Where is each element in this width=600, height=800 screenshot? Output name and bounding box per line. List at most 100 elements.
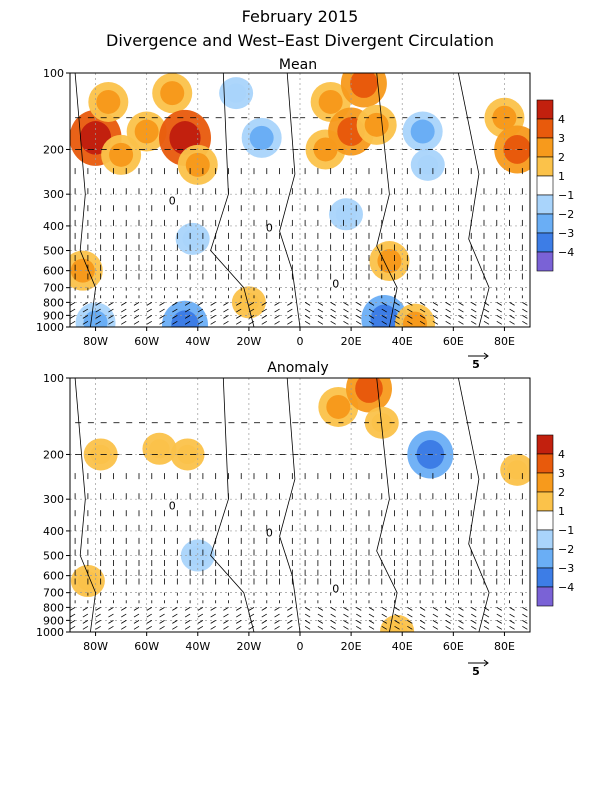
circulation-vector: [317, 620, 324, 624]
colorbar: 4 3 2 1 −1 −2 −3 −4: [536, 434, 574, 607]
circulation-vector: [432, 625, 439, 630]
figure-subtitle: Divergence and West–East Divergent Circu…: [106, 31, 494, 50]
circulation-vector: [121, 302, 127, 306]
colorbar-label: −4: [558, 581, 574, 594]
circulation-vector: [368, 320, 375, 325]
circulation-vector: [223, 302, 229, 306]
x-tick-label: 40E: [392, 640, 413, 653]
circulation-vector: [236, 315, 242, 319]
colorbar-swatch: [536, 194, 554, 215]
circulation-vector: [121, 625, 127, 630]
anomaly-panel-title: Anomaly: [267, 360, 328, 376]
circulation-vector: [356, 302, 362, 306]
circulation-vector: [343, 315, 349, 319]
circulation-vector: [483, 320, 490, 325]
circulation-vector: [419, 625, 426, 630]
circulation-vector: [330, 302, 336, 306]
plot-area: 0 0 0: [70, 73, 530, 327]
circulation-vector: [70, 613, 76, 618]
circulation-vector: [159, 302, 165, 306]
circulation-vector: [223, 613, 229, 618]
circulation-vector: [261, 320, 267, 325]
circulation-vector: [304, 613, 311, 618]
reference-vector-label: 5: [472, 358, 480, 371]
y-tick-label: 400: [43, 525, 64, 538]
circulation-vector: [95, 320, 101, 325]
colorbar-swatch: [536, 586, 554, 607]
colorbar-swatch: [536, 567, 554, 588]
circulation-vector: [356, 308, 362, 313]
colorbar-swatch: [536, 99, 554, 120]
divergence-shade: [417, 155, 438, 175]
y-tick-label: 800: [43, 296, 64, 309]
circulation-vector: [82, 613, 89, 618]
y-tick-label: 100: [43, 372, 64, 385]
anomaly-panel: Anomaly 0 0 0 80W 60W 40W 20W 0 20E 40E 60E 80E 100 2…: [36, 360, 574, 678]
circulation-vector: [407, 613, 413, 618]
x-tick-label: 80E: [494, 335, 515, 348]
circulation-vector: [483, 315, 490, 319]
circulation-vector: [108, 302, 114, 306]
colorbar-swatch: [536, 232, 554, 253]
circulation-vector: [197, 315, 204, 319]
y-tick-label: 1000: [36, 626, 64, 639]
circulation-vector: [522, 320, 528, 325]
circulation-vector: [368, 308, 375, 313]
circulation-vector: [496, 613, 502, 618]
circulation-vector: [197, 625, 204, 630]
divergence-shade: [350, 73, 378, 98]
colorbar-label: 1: [558, 170, 565, 183]
mean-panel-title: Mean: [279, 57, 317, 73]
circulation-vector: [381, 620, 387, 624]
circulation-vector: [159, 308, 165, 313]
y-tick-label: 100: [43, 67, 64, 80]
circulation-vector: [381, 315, 387, 319]
zero-contour: [279, 73, 301, 327]
circulation-vector: [509, 308, 515, 313]
circulation-vector: [82, 625, 89, 630]
circulation-vector: [432, 302, 439, 306]
circulation-vector: [343, 302, 349, 306]
circulation-vector: [248, 308, 255, 313]
colorbar-swatch: [536, 491, 554, 512]
circulation-vector: [108, 607, 114, 611]
y-tick-label: 600: [43, 265, 64, 278]
circulation-vector: [172, 607, 178, 611]
divergence-shade: [249, 125, 274, 150]
circulation-vector: [133, 607, 140, 611]
circulation-vector: [317, 302, 324, 306]
circulation-vector: [509, 607, 515, 611]
divergence-shade: [318, 89, 343, 114]
divergence-shade: [134, 119, 159, 144]
divergence-shade: [335, 204, 357, 224]
circulation-vector: [445, 613, 451, 618]
circulation-vector: [330, 620, 336, 624]
circulation-vector: [471, 302, 477, 306]
circulation-vector: [236, 625, 242, 630]
colorbar-label: −1: [558, 524, 574, 537]
y-tick-label: 900: [43, 614, 64, 627]
y-tick-label: 700: [43, 587, 64, 600]
circulation-vector: [432, 620, 439, 624]
circulation-vector: [121, 607, 127, 611]
circulation-vector: [159, 320, 165, 325]
circulation-vector: [108, 308, 114, 313]
circulation-vector: [223, 320, 229, 325]
circulation-vector: [419, 308, 426, 313]
circulation-vector: [210, 620, 216, 624]
colorbar-swatch: [536, 434, 554, 455]
circulation-vector: [223, 607, 229, 611]
circulation-vector: [445, 320, 451, 325]
x-tick-label: 60W: [134, 640, 159, 653]
circulation-vector: [197, 320, 204, 325]
circulation-vector: [458, 320, 464, 325]
circulation-vector: [121, 308, 127, 313]
colorbar-swatch: [536, 548, 554, 569]
circulation-vector: [317, 607, 324, 611]
divergence-shade: [377, 249, 402, 274]
circulation-vector: [197, 302, 204, 306]
circulation-vector: [197, 308, 204, 313]
circulation-vector: [471, 607, 477, 611]
colorbar-label: 3: [558, 467, 565, 480]
circulation-vector: [343, 613, 349, 618]
